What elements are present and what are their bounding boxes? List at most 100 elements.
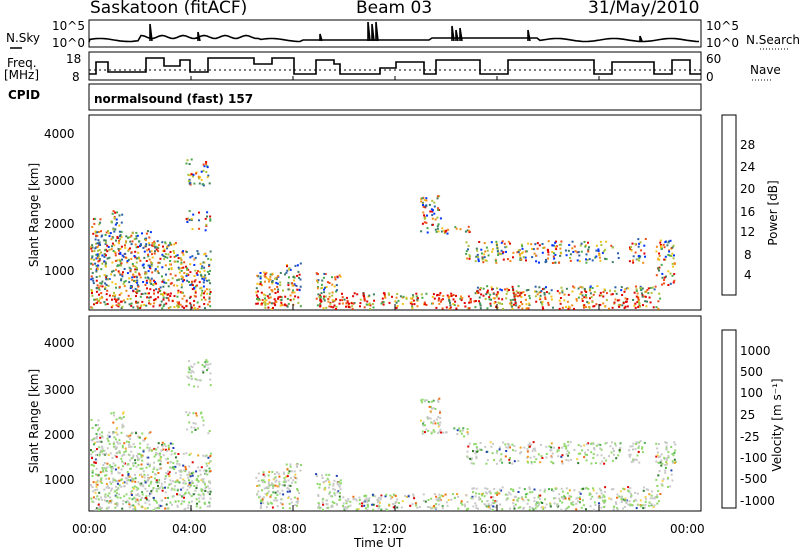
rti-cell <box>281 303 284 306</box>
rti-cell <box>623 499 626 502</box>
rti-cell <box>208 288 211 291</box>
rti-cell <box>286 475 289 478</box>
rti-cell <box>475 504 478 507</box>
rti-cell <box>132 464 135 467</box>
rti-cell <box>380 495 383 498</box>
rti-cell <box>92 218 95 221</box>
rti-cell <box>426 506 429 508</box>
rti-cell <box>324 286 326 289</box>
rti-cell <box>361 502 364 505</box>
rti-cell <box>203 269 206 272</box>
rti-cell <box>274 473 276 475</box>
rti-cell <box>127 443 130 446</box>
rti-cell <box>109 232 112 235</box>
rti-cell <box>105 274 108 277</box>
rti-cell <box>534 290 536 293</box>
rti-cell <box>132 454 135 457</box>
rti-cell <box>139 307 142 309</box>
rti-cell <box>512 499 515 502</box>
rti-cell <box>346 500 349 503</box>
rti-cell <box>275 499 278 502</box>
rti-cell <box>154 269 157 272</box>
rti-cell <box>160 482 163 485</box>
rti-cell <box>489 293 492 296</box>
rti-cell <box>170 453 173 456</box>
rti-cell <box>143 250 146 253</box>
rti-cell <box>456 429 459 432</box>
rti-cell <box>115 495 118 498</box>
rti-cell <box>184 482 187 485</box>
rti-cell <box>477 507 479 510</box>
rti-cell <box>520 291 523 294</box>
rti-cell <box>208 296 211 299</box>
rti-cell <box>287 302 290 305</box>
rti-cell <box>208 273 211 275</box>
rti-cell <box>576 458 579 461</box>
rti-cell <box>465 250 468 253</box>
rti-cell <box>176 260 179 263</box>
rti-cell <box>422 421 425 424</box>
rti-cell <box>623 488 626 491</box>
rti-cell <box>587 449 589 452</box>
rti-cell <box>96 298 99 301</box>
rti-cell <box>103 488 106 491</box>
xaxis-label: Time UT <box>354 536 404 550</box>
rti-cell <box>660 453 663 456</box>
rti-cell <box>372 508 375 511</box>
rti-cell <box>94 508 97 511</box>
rti-cell <box>394 300 397 303</box>
rti-cell <box>276 282 279 285</box>
rti-cell <box>149 463 151 466</box>
rti-cell <box>190 158 193 161</box>
rti-cell <box>130 257 133 260</box>
rti-cell <box>202 281 205 284</box>
rti-cell <box>571 290 574 293</box>
rti-cell <box>430 421 433 424</box>
rti-cell <box>351 305 354 308</box>
rti-cell <box>466 431 469 434</box>
rti-cell <box>454 300 457 303</box>
rti-cell <box>286 265 288 268</box>
rti-cell <box>544 506 547 509</box>
rti-cell <box>153 244 156 246</box>
rti-cell <box>394 502 397 505</box>
rti-cell <box>274 277 277 280</box>
rti-cell <box>505 292 508 295</box>
rti-cell <box>436 294 438 297</box>
rti-cell <box>610 441 613 444</box>
rti-cell <box>99 449 102 452</box>
rti-cell <box>635 285 637 288</box>
rti-cell <box>195 414 198 417</box>
rti-cell <box>206 505 209 508</box>
rti-cell <box>431 223 434 226</box>
rti-cell <box>505 446 508 449</box>
rti-cell <box>90 453 93 456</box>
rti-cell <box>169 461 172 464</box>
rti-cell <box>115 431 118 434</box>
rti-cell <box>144 507 147 510</box>
rti-cell <box>129 445 131 448</box>
rti-cell <box>157 487 160 490</box>
rti-cell <box>153 252 156 255</box>
rti-cell <box>431 214 434 217</box>
rti-cell <box>643 506 646 509</box>
rti-cell <box>201 292 203 295</box>
rti-cell <box>157 291 160 294</box>
rti-cell <box>524 493 527 496</box>
rti-cell <box>269 501 272 504</box>
rti-cell <box>144 273 147 276</box>
rti-cell <box>616 299 619 302</box>
rti-cell <box>474 306 477 309</box>
rti-cell <box>169 295 172 297</box>
rti-cell <box>128 475 131 478</box>
rti-cell <box>187 485 189 487</box>
rti-cell <box>176 489 179 492</box>
rti-cell <box>169 306 172 309</box>
rti-cell <box>259 275 262 278</box>
rti-cell <box>200 466 203 469</box>
rti-cell <box>333 479 336 482</box>
rti-cell <box>287 495 290 498</box>
rti-cell <box>496 287 499 290</box>
rti-cell <box>433 493 436 496</box>
rti-cell <box>475 247 478 250</box>
